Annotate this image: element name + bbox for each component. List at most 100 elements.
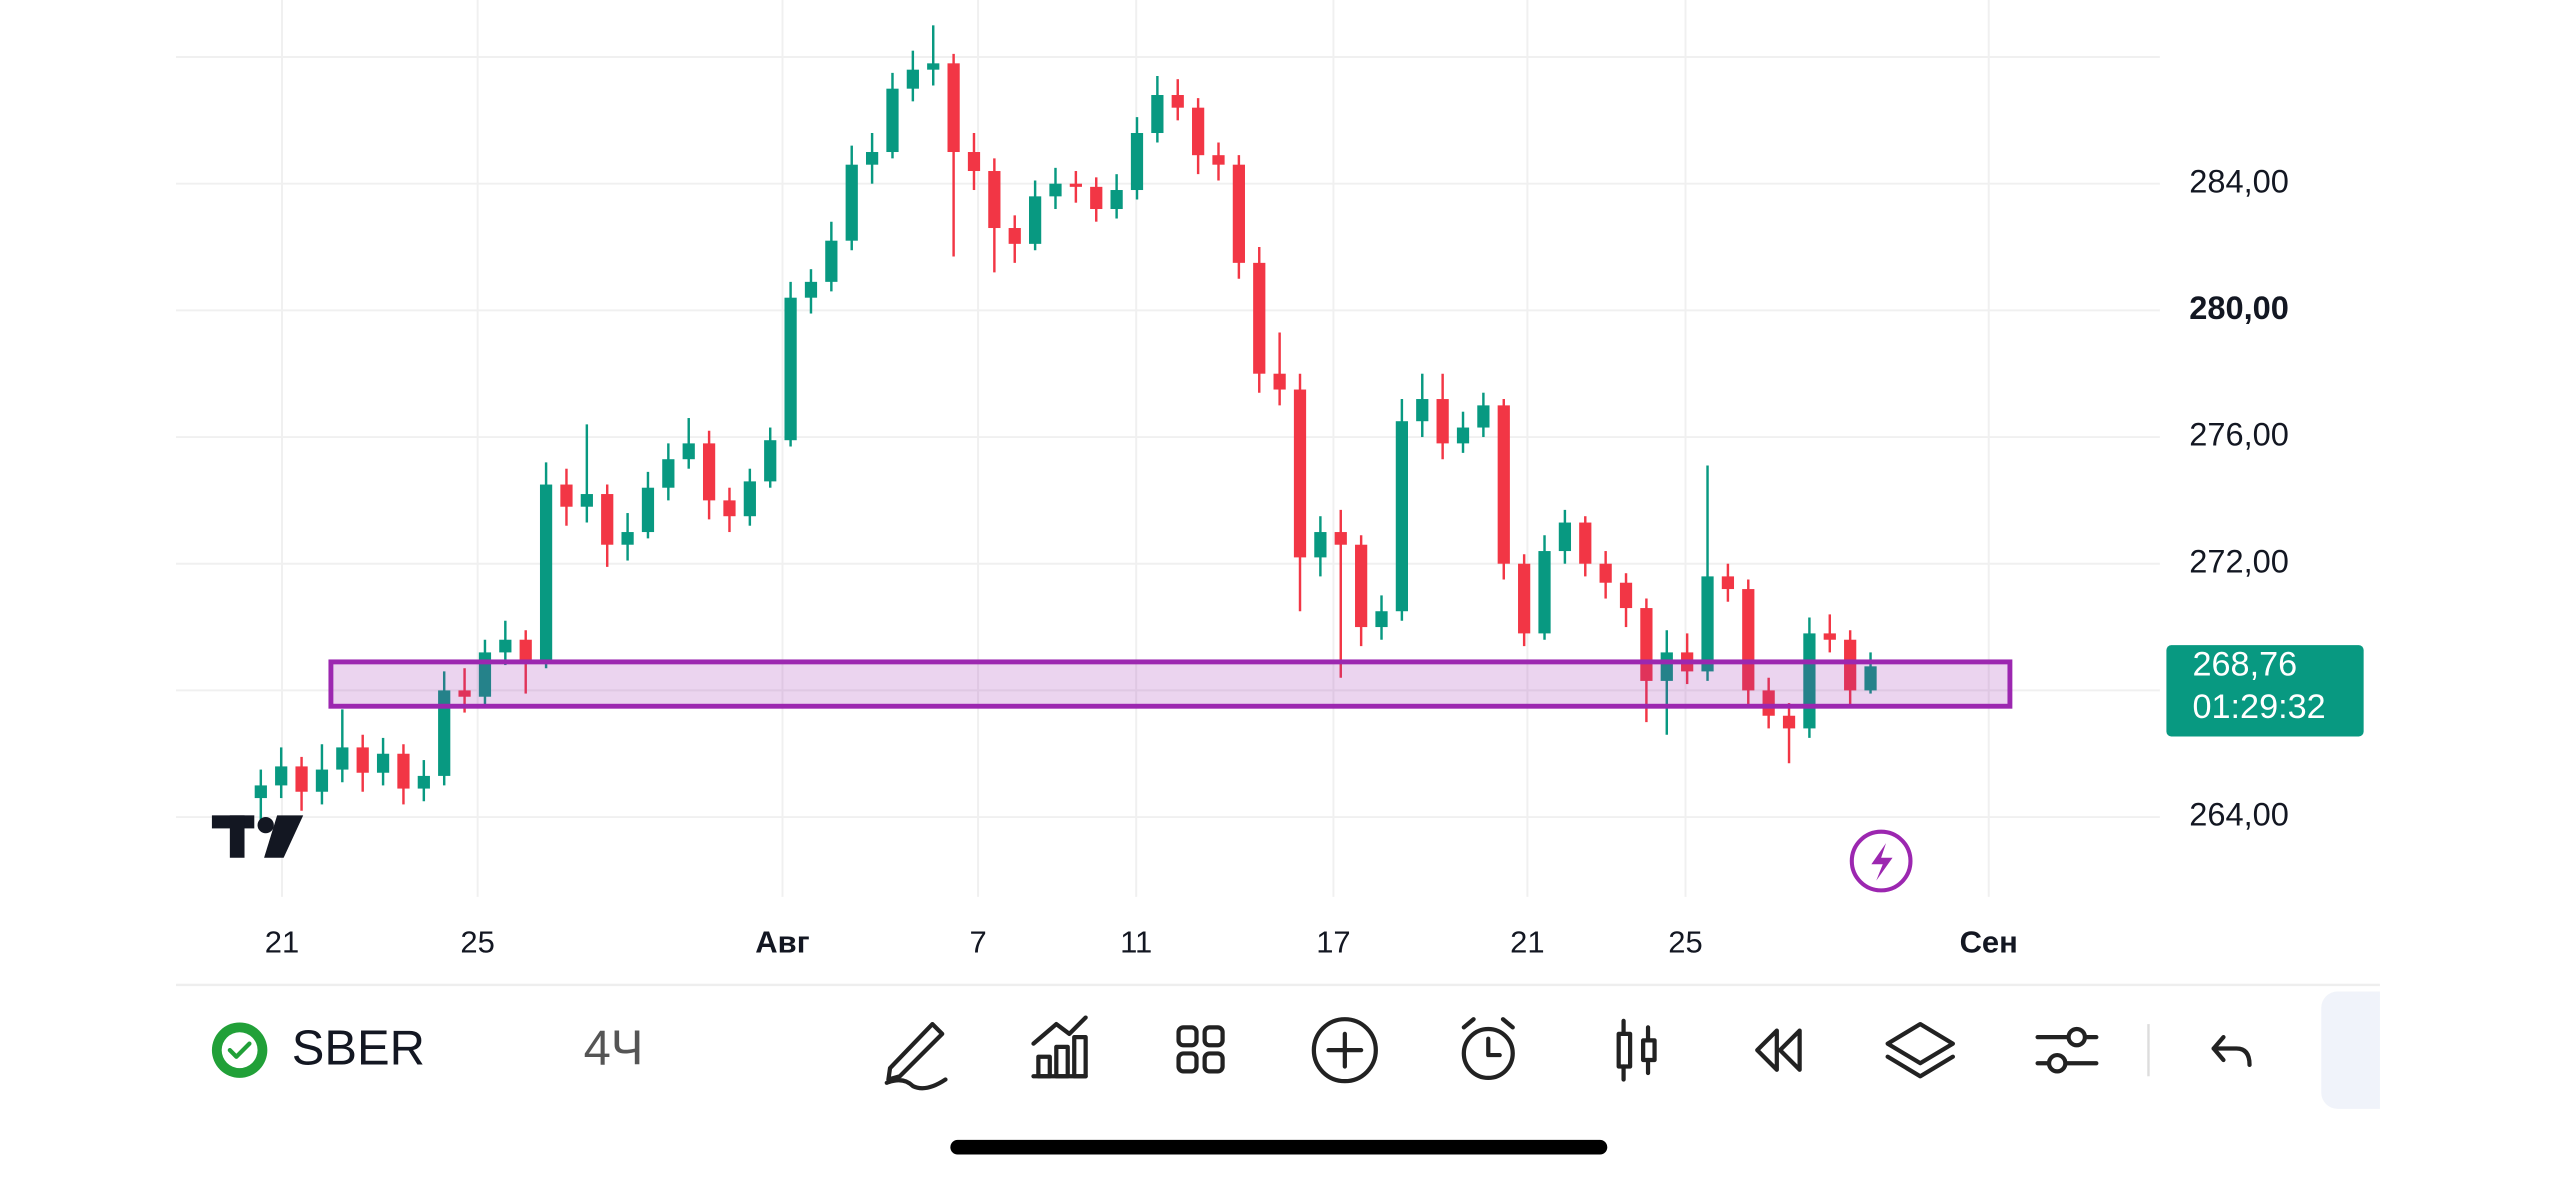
candle-body xyxy=(580,494,593,507)
x-tick-label: 7 xyxy=(969,924,986,959)
candle-body xyxy=(845,164,858,241)
chart-type-icon[interactable] xyxy=(1616,1018,1657,1082)
candle-body xyxy=(1558,522,1572,552)
candle-body xyxy=(601,494,614,545)
candle-body xyxy=(967,152,981,172)
candle-body xyxy=(743,481,756,517)
candle-body xyxy=(764,440,777,482)
candle-body xyxy=(438,690,451,776)
edge xyxy=(2379,978,2556,1179)
x-tick-label: 11 xyxy=(1120,924,1152,959)
draw-icon[interactable] xyxy=(884,1021,948,1091)
toolbar: SBER 4Ч xyxy=(211,991,2420,1109)
symbol[interactable]: SBER xyxy=(292,1022,425,1076)
grid xyxy=(176,0,2160,897)
candle-body xyxy=(1436,399,1449,444)
candle-body xyxy=(804,281,818,298)
candle-body xyxy=(1375,611,1388,628)
candle-body xyxy=(1742,589,1755,691)
x-tick-label: 21 xyxy=(1510,924,1544,959)
candle-body xyxy=(1782,715,1796,729)
candles xyxy=(254,25,1877,821)
candle-body xyxy=(499,639,512,653)
axes: 264,00268,00272,00276,00280,00284,00288,… xyxy=(265,162,2289,959)
y-tick-label: 280,00 xyxy=(2189,289,2289,326)
candle-body xyxy=(560,484,573,507)
interval[interactable]: 4Ч xyxy=(584,1022,644,1076)
candle-body xyxy=(1477,405,1490,428)
x-tick-label: Сен xyxy=(1960,924,2018,959)
candle-body xyxy=(1314,532,1327,558)
candle-body xyxy=(254,785,267,799)
candle-body xyxy=(1823,633,1836,640)
candle-body xyxy=(988,171,1001,229)
x-tick-label: 17 xyxy=(1316,924,1350,959)
candle-body xyxy=(417,775,430,789)
add-icon[interactable] xyxy=(1311,1017,1378,1084)
candle-body xyxy=(1355,544,1368,628)
candle-body xyxy=(1069,183,1082,187)
candle-body xyxy=(1619,582,1633,609)
candle-body xyxy=(295,766,308,792)
candle-body xyxy=(1579,522,1592,564)
home-indicator xyxy=(950,1139,1608,1155)
candle-body xyxy=(1130,133,1144,191)
candle-body xyxy=(1008,228,1021,244)
x-tick-label: 25 xyxy=(460,924,494,959)
y-tick-label: 284,00 xyxy=(2189,162,2289,199)
candle-body xyxy=(1212,155,1225,165)
symbol-icon-inner xyxy=(221,1032,258,1069)
candle-body xyxy=(1518,563,1531,634)
undo-icon[interactable] xyxy=(2211,1035,2252,1067)
layout-icon[interactable] xyxy=(1176,1025,1225,1074)
indicators-icon[interactable] xyxy=(1031,1015,1088,1079)
candle-body xyxy=(458,690,471,697)
candle-body xyxy=(1049,183,1062,197)
x-tick-label: 21 xyxy=(265,924,299,959)
candle-body xyxy=(927,63,940,70)
candle-body xyxy=(336,747,349,770)
candle-body xyxy=(662,459,675,488)
price-zone xyxy=(328,659,2013,709)
candle-body xyxy=(1844,639,1857,691)
candle-body xyxy=(315,769,329,792)
layers-icon[interactable] xyxy=(1885,1021,1955,1079)
x-tick-label: 25 xyxy=(1668,924,1702,959)
candle-body xyxy=(1538,551,1551,634)
candle-body xyxy=(1456,427,1470,444)
candle-body xyxy=(519,639,532,662)
last-price-box xyxy=(2166,645,2364,737)
candle-body xyxy=(1416,399,1429,422)
candle-body xyxy=(1293,389,1307,558)
replay-icon[interactable] xyxy=(1755,1028,1802,1072)
last-price-label: 268,76 xyxy=(2192,645,2297,683)
candle-body xyxy=(1192,107,1205,156)
candle-body xyxy=(1029,196,1042,244)
candle-body xyxy=(275,766,288,786)
tv-logo xyxy=(211,815,304,858)
alert-icon[interactable] xyxy=(1461,1017,1515,1081)
y-tick-label: 264,00 xyxy=(2189,796,2289,833)
settings-icon[interactable] xyxy=(2035,1026,2099,1074)
symbol-check xyxy=(227,1041,252,1059)
candle-body xyxy=(886,88,899,153)
candle-body xyxy=(621,532,634,545)
candle-body xyxy=(906,69,919,89)
candle-body xyxy=(376,753,390,773)
candle-body xyxy=(1334,532,1347,545)
candle-body xyxy=(1497,405,1510,564)
candle-body xyxy=(1253,262,1266,374)
candle-body xyxy=(539,484,553,662)
candle-body xyxy=(356,747,369,773)
candle-body xyxy=(1599,563,1612,583)
candle-body xyxy=(1171,95,1184,108)
candle-body xyxy=(865,152,879,165)
candle-body xyxy=(1721,576,1735,590)
lightning-button[interactable] xyxy=(1849,829,1913,893)
x-tick-label: Авг xyxy=(755,924,809,959)
y-tick-label: 276,00 xyxy=(2189,416,2289,453)
candle-body xyxy=(682,443,695,460)
candle-body xyxy=(825,240,838,282)
candle-body xyxy=(1090,186,1103,210)
